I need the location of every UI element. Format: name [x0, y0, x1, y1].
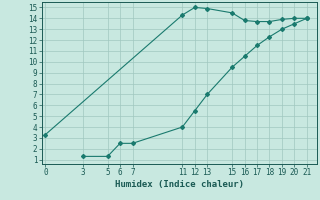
- X-axis label: Humidex (Indice chaleur): Humidex (Indice chaleur): [115, 180, 244, 189]
